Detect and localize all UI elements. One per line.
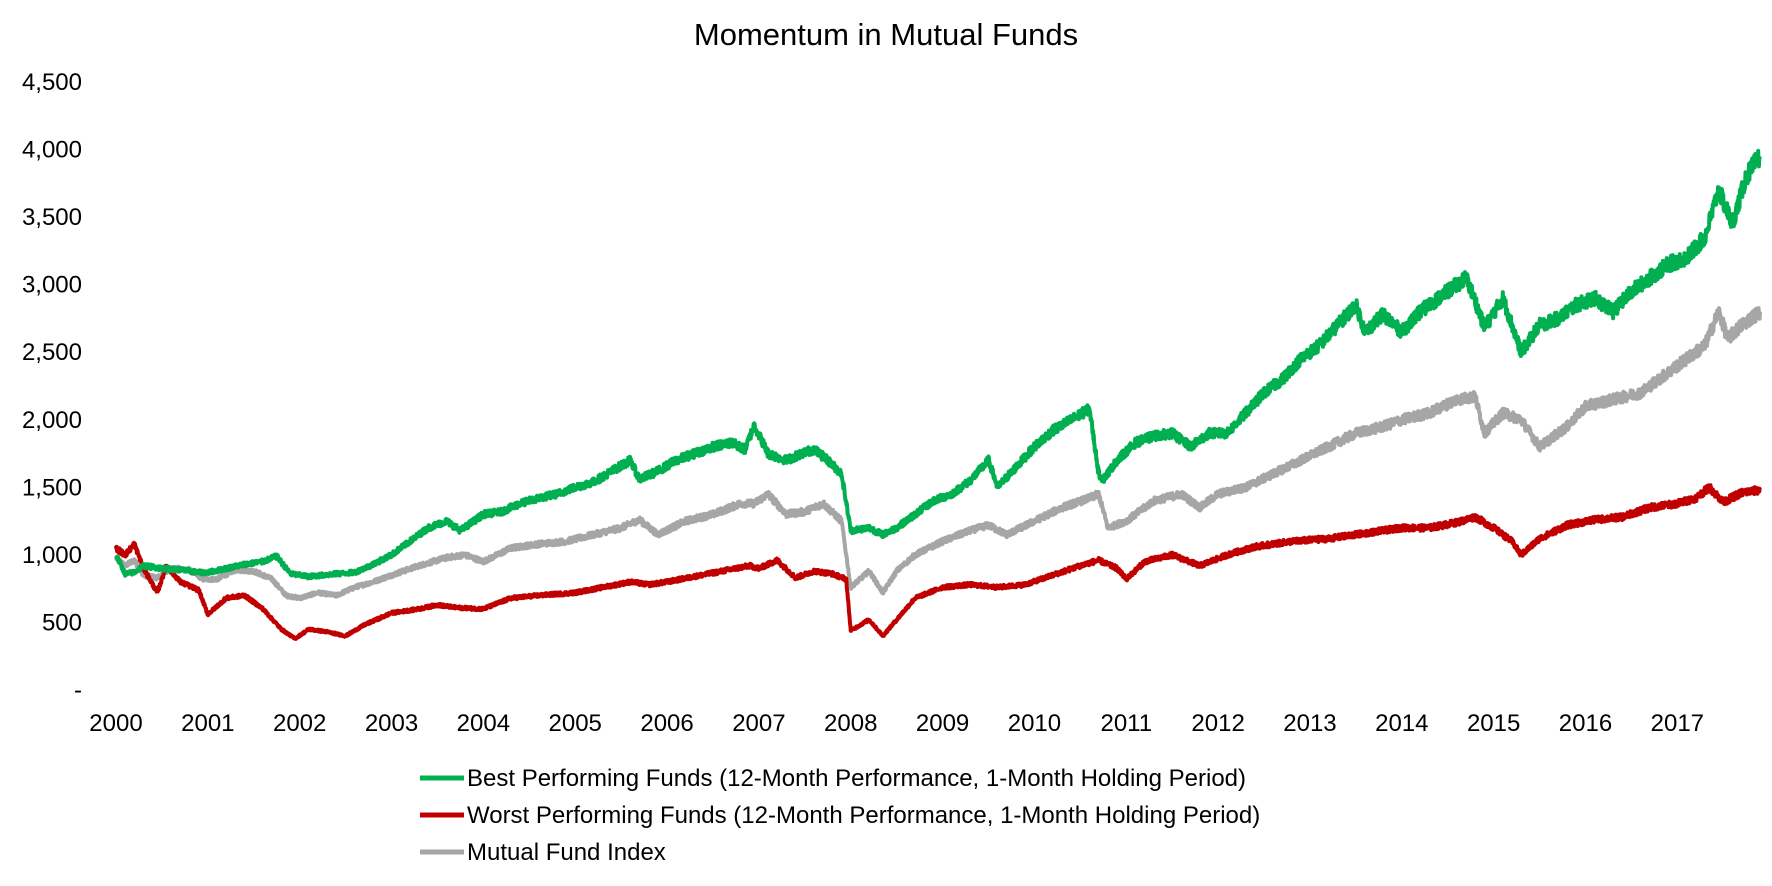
x-tick-label: 2013 — [1283, 710, 1336, 737]
x-tick-label: 2016 — [1559, 710, 1612, 737]
y-tick-label: 2,000 — [22, 407, 82, 434]
x-tick-label: 2014 — [1375, 710, 1428, 737]
x-tick-label: 2000 — [89, 710, 142, 737]
x-tick-label: 2006 — [640, 710, 693, 737]
x-tick-label: 2017 — [1651, 710, 1704, 737]
x-tick-label: 2003 — [365, 710, 418, 737]
y-tick-label: 4,500 — [22, 69, 82, 96]
legend-label: Worst Performing Funds (12-Month Perform… — [467, 802, 1260, 829]
x-tick-label: 2005 — [549, 710, 602, 737]
legend-item-index: Mutual Fund Index — [420, 839, 666, 866]
y-tick-label: 4,000 — [22, 137, 82, 164]
x-tick-label: 2011 — [1100, 710, 1152, 737]
x-tick-label: 2004 — [457, 710, 510, 737]
x-tick-label: 2010 — [1008, 710, 1061, 737]
x-tick-label: 2012 — [1191, 710, 1244, 737]
best-performing-funds-line — [114, 148, 1762, 581]
legend-label: Best Performing Funds (12-Month Performa… — [467, 765, 1246, 792]
y-tick-label: 1,500 — [22, 474, 82, 501]
legend-label: Mutual Fund Index — [467, 839, 666, 866]
y-tick-label: 3,500 — [22, 204, 82, 231]
x-tick-label: 2009 — [916, 710, 969, 737]
plot-area — [114, 148, 1762, 641]
mutual-fund-index-line — [114, 306, 1762, 602]
y-tick-label: 1,000 — [22, 542, 82, 569]
worst-performing-funds-line — [114, 483, 1762, 641]
y-tick-label: 2,500 — [22, 339, 82, 366]
chart-title: Momentum in Mutual Funds — [694, 17, 1078, 52]
x-axis: 2000 2001 2002 2003 2004 2005 2006 2007 2008 2009… — [89, 710, 1704, 737]
x-tick-label: 2002 — [273, 710, 326, 737]
x-tick-label: 2015 — [1467, 710, 1520, 737]
y-axis: - 500 1,000 1,500 2,000 2,500 3,000 3,500 4,000 4… — [22, 69, 82, 704]
legend-item-best: Best Performing Funds (12-Month Performa… — [420, 765, 1246, 792]
x-tick-label: 2008 — [824, 710, 877, 737]
legend-item-worst: Worst Performing Funds (12-Month Perform… — [420, 802, 1260, 829]
x-tick-label: 2007 — [732, 710, 785, 737]
y-tick-label: 500 — [42, 609, 82, 636]
legend: Best Performing Funds (12-Month Performa… — [420, 765, 1260, 866]
y-tick-label: - — [74, 677, 82, 704]
x-tick-label: 2001 — [181, 710, 234, 737]
y-tick-label: 3,000 — [22, 272, 82, 299]
